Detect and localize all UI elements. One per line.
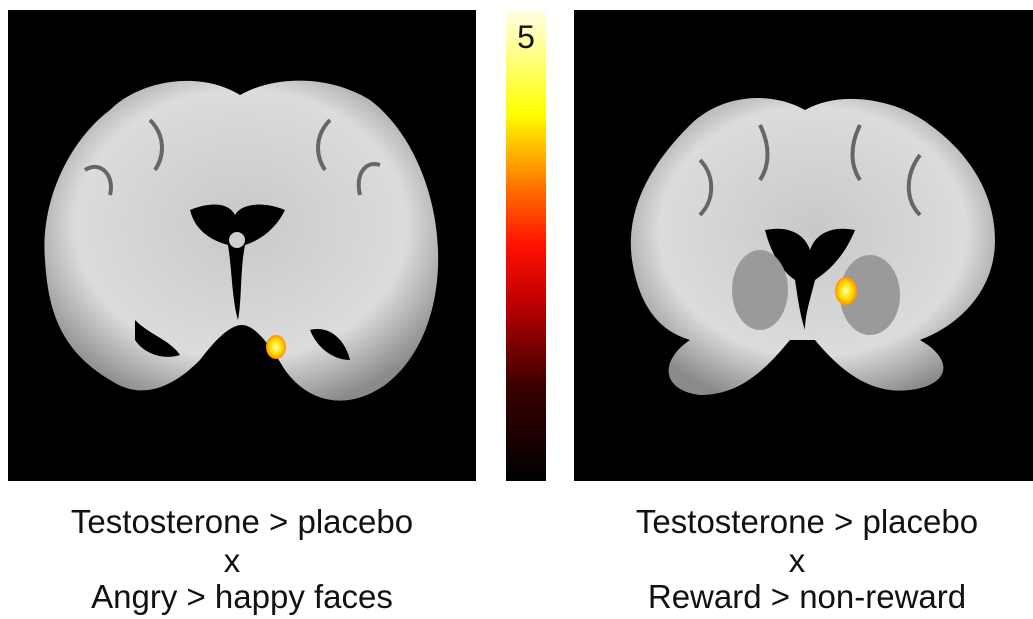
right-brain xyxy=(630,98,995,395)
caption-line: Angry > happy faces xyxy=(91,578,393,615)
caption-line: x xyxy=(224,542,241,579)
caption-line: Testosterone > placebo xyxy=(71,503,413,540)
colorbar xyxy=(506,10,546,481)
caption-line: x xyxy=(789,542,806,579)
colorbar-max-label: 5 xyxy=(517,19,535,55)
caption-line: Reward > non-reward xyxy=(648,578,966,615)
left-brain xyxy=(44,80,439,401)
caption-line: Testosterone > placebo xyxy=(636,503,978,540)
